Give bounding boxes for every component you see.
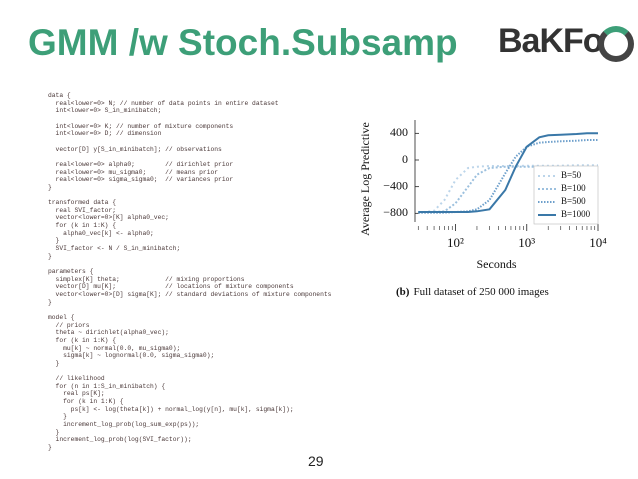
legend-label: B=500	[561, 196, 586, 206]
code-line: real<lower=0> mu_sigma0; // means prior	[48, 168, 219, 176]
code-line: ps[k] <- log(theta[k]) + normal_log(y[n]…	[48, 405, 294, 413]
logo-icon	[598, 26, 634, 62]
code-block: data { real<lower=0> N; // number of dat…	[48, 92, 331, 115]
code-line: int<lower=0> S_in_minibatch;	[48, 107, 162, 115]
code-line: vector<lower=0>[D] sigma[K]; // standard…	[48, 290, 332, 298]
code-line: int<lower=0> K; // number of mixture com…	[48, 122, 234, 130]
caption-label: (b)	[396, 286, 410, 298]
code-line: }	[48, 444, 52, 452]
y-tick-label: −800	[383, 205, 408, 219]
code-line: SVI_factor <- N / S_in_minibatch;	[48, 245, 181, 253]
code-line: int<lower=0> D; // dimension	[48, 130, 162, 138]
code-line: alpha0_vec[k] <- alpha0;	[48, 229, 154, 237]
page-number: 29	[308, 453, 324, 469]
code-line: for (k in 1:K) {	[48, 336, 117, 344]
code-line: model {	[48, 313, 75, 321]
legend-label: B=50	[561, 170, 582, 180]
code-line: data {	[48, 92, 71, 99]
code-block: parameters { simplex[K] theta; // mixing…	[48, 268, 331, 306]
series-line	[418, 139, 598, 214]
code-line: }	[48, 413, 67, 421]
legend-label: B=100	[561, 183, 586, 193]
code-line: transformed data {	[48, 199, 117, 207]
x-tick-label: 10³	[518, 235, 535, 250]
slide-title: GMM /w Stoch.Subsamp	[28, 22, 458, 63]
code-line: mu[k] ~ normal(0.0, mu_sigma0);	[48, 344, 181, 352]
caption: (b) Full dataset of 250 000 images	[396, 286, 549, 298]
code-block: real<lower=0> alpha0; // dirichlet prior…	[48, 161, 331, 192]
code-block: model { // priors theta ~ dirichlet(alph…	[48, 314, 331, 368]
y-tick-label: 400	[390, 125, 408, 139]
y-tick-label: −400	[383, 178, 408, 192]
logo: BaKFo	[498, 22, 604, 60]
code-block: vector[D] y[S_in_minibatch]; // observat…	[48, 146, 331, 154]
code-line: real<lower=0> N; // number of data point…	[48, 99, 279, 107]
code-line: real<lower=0> sigma_sigma0; // variances…	[48, 176, 234, 184]
code-line: }	[48, 359, 60, 367]
code-line: sigma[k] ~ lognormal(0.0, sigma_sigma0);	[48, 352, 215, 360]
caption-text: Full dataset of 250 000 images	[413, 286, 548, 298]
code-line: }	[48, 237, 60, 245]
code-line: real SVI_factor;	[48, 206, 117, 214]
code-line: for (n in 1:S_in_minibatch) {	[48, 382, 166, 390]
code-block: // likelihood for (n in 1:S_in_minibatch…	[48, 375, 331, 452]
code-line: // priors	[48, 321, 90, 329]
code-line: theta ~ dirichlet(alpha0_vec);	[48, 329, 169, 337]
code-block: transformed data { real SVI_factor; vect…	[48, 199, 331, 260]
code-line: simplex[K] theta; // mixing proportions	[48, 275, 245, 283]
code-listing: data { real<lower=0> N; // number of dat…	[48, 92, 331, 459]
code-line: increment_log_prob(log_sum_exp(ps));	[48, 421, 200, 429]
code-line: parameters {	[48, 268, 94, 276]
code-line: vector<lower=0>[K] alpha0_vec;	[48, 214, 169, 222]
y-axis-label: Average Log Predictive	[358, 122, 372, 236]
code-line: real<lower=0> alpha0; // dirichlet prior	[48, 160, 234, 168]
code-block: int<lower=0> K; // number of mixture com…	[48, 123, 331, 138]
code-line: vector[D] mu[K]; // locations of mixture…	[48, 283, 294, 291]
code-line: }	[48, 252, 52, 260]
code-line: }	[48, 298, 52, 306]
code-line: for (k in 1:K) {	[48, 398, 124, 406]
series-line	[418, 164, 598, 214]
code-line: for (k in 1:K) {	[48, 222, 117, 230]
x-tick-label: 10⁴	[589, 235, 607, 250]
code-line: }	[48, 428, 60, 436]
x-axis-label: Seconds	[477, 257, 517, 271]
series-line	[418, 132, 598, 213]
legend-label: B=1000	[561, 209, 591, 219]
x-tick-label: 10²	[447, 235, 464, 250]
code-line: real ps[K];	[48, 390, 105, 398]
code-line: increment_log_prob(log(SVI_factor));	[48, 436, 192, 444]
code-line: vector[D] y[S_in_minibatch]; // observat…	[48, 145, 222, 153]
y-tick-label: 0	[402, 152, 408, 166]
code-line: }	[48, 183, 52, 191]
code-line: // likelihood	[48, 375, 105, 383]
